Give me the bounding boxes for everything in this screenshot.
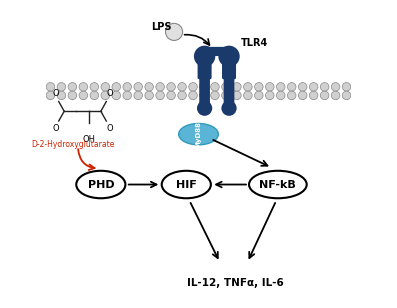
Circle shape	[211, 91, 219, 100]
Text: O: O	[52, 124, 59, 133]
Circle shape	[266, 91, 274, 100]
Circle shape	[309, 91, 318, 100]
Circle shape	[101, 91, 110, 100]
Circle shape	[145, 83, 153, 91]
Text: TLR4: TLR4	[241, 38, 268, 48]
Text: O: O	[106, 89, 113, 99]
Circle shape	[166, 23, 183, 40]
Circle shape	[342, 91, 351, 100]
Circle shape	[189, 83, 197, 91]
Circle shape	[320, 91, 329, 100]
Circle shape	[156, 91, 164, 100]
Circle shape	[46, 91, 55, 100]
Circle shape	[233, 91, 241, 100]
Circle shape	[112, 91, 121, 100]
Circle shape	[222, 101, 237, 116]
Circle shape	[194, 46, 215, 67]
Text: O: O	[52, 89, 59, 99]
Circle shape	[299, 91, 307, 100]
Circle shape	[276, 91, 285, 100]
Circle shape	[134, 83, 143, 91]
Circle shape	[222, 91, 230, 100]
Circle shape	[244, 91, 252, 100]
Circle shape	[123, 83, 131, 91]
Circle shape	[331, 91, 340, 100]
Circle shape	[79, 83, 88, 91]
Text: D-2-Hydroxyglutarate: D-2-Hydroxyglutarate	[32, 140, 115, 149]
Circle shape	[244, 83, 252, 91]
Ellipse shape	[76, 171, 125, 198]
Circle shape	[112, 83, 121, 91]
Circle shape	[90, 91, 98, 100]
Circle shape	[309, 83, 318, 91]
Circle shape	[134, 91, 143, 100]
Text: PHD: PHD	[87, 180, 114, 189]
Circle shape	[167, 91, 175, 100]
Ellipse shape	[249, 171, 307, 198]
Circle shape	[299, 83, 307, 91]
Circle shape	[156, 83, 164, 91]
Text: IL-12, TNFα, IL-6: IL-12, TNFα, IL-6	[187, 278, 283, 288]
Circle shape	[287, 91, 296, 100]
Circle shape	[68, 91, 77, 100]
Text: HIF: HIF	[176, 180, 197, 189]
Circle shape	[79, 91, 88, 100]
Circle shape	[178, 83, 186, 91]
Text: NF-kB: NF-kB	[260, 180, 296, 189]
Circle shape	[200, 83, 208, 91]
Circle shape	[57, 91, 66, 100]
Circle shape	[145, 91, 153, 100]
Circle shape	[276, 83, 285, 91]
Circle shape	[189, 91, 197, 100]
Text: OH: OH	[82, 135, 95, 144]
Circle shape	[197, 101, 212, 116]
Text: MyD88: MyD88	[195, 121, 202, 148]
Circle shape	[266, 83, 274, 91]
FancyBboxPatch shape	[224, 50, 234, 105]
Circle shape	[90, 83, 98, 91]
Ellipse shape	[162, 171, 211, 198]
Circle shape	[167, 83, 175, 91]
Circle shape	[46, 83, 55, 91]
Circle shape	[200, 91, 208, 100]
Circle shape	[101, 83, 110, 91]
Circle shape	[123, 91, 131, 100]
Circle shape	[254, 83, 263, 91]
Circle shape	[68, 83, 77, 91]
Circle shape	[222, 83, 230, 91]
Circle shape	[331, 83, 340, 91]
Circle shape	[233, 83, 241, 91]
FancyBboxPatch shape	[198, 53, 212, 79]
Circle shape	[218, 46, 240, 67]
Circle shape	[320, 83, 329, 91]
FancyBboxPatch shape	[222, 53, 236, 79]
Circle shape	[178, 91, 186, 100]
FancyBboxPatch shape	[203, 47, 230, 56]
Ellipse shape	[179, 124, 218, 145]
Circle shape	[342, 83, 351, 91]
Circle shape	[211, 83, 219, 91]
Text: LPS: LPS	[152, 22, 172, 32]
Text: O: O	[106, 124, 113, 133]
Circle shape	[287, 83, 296, 91]
FancyBboxPatch shape	[199, 50, 210, 105]
Circle shape	[57, 83, 66, 91]
Circle shape	[254, 91, 263, 100]
